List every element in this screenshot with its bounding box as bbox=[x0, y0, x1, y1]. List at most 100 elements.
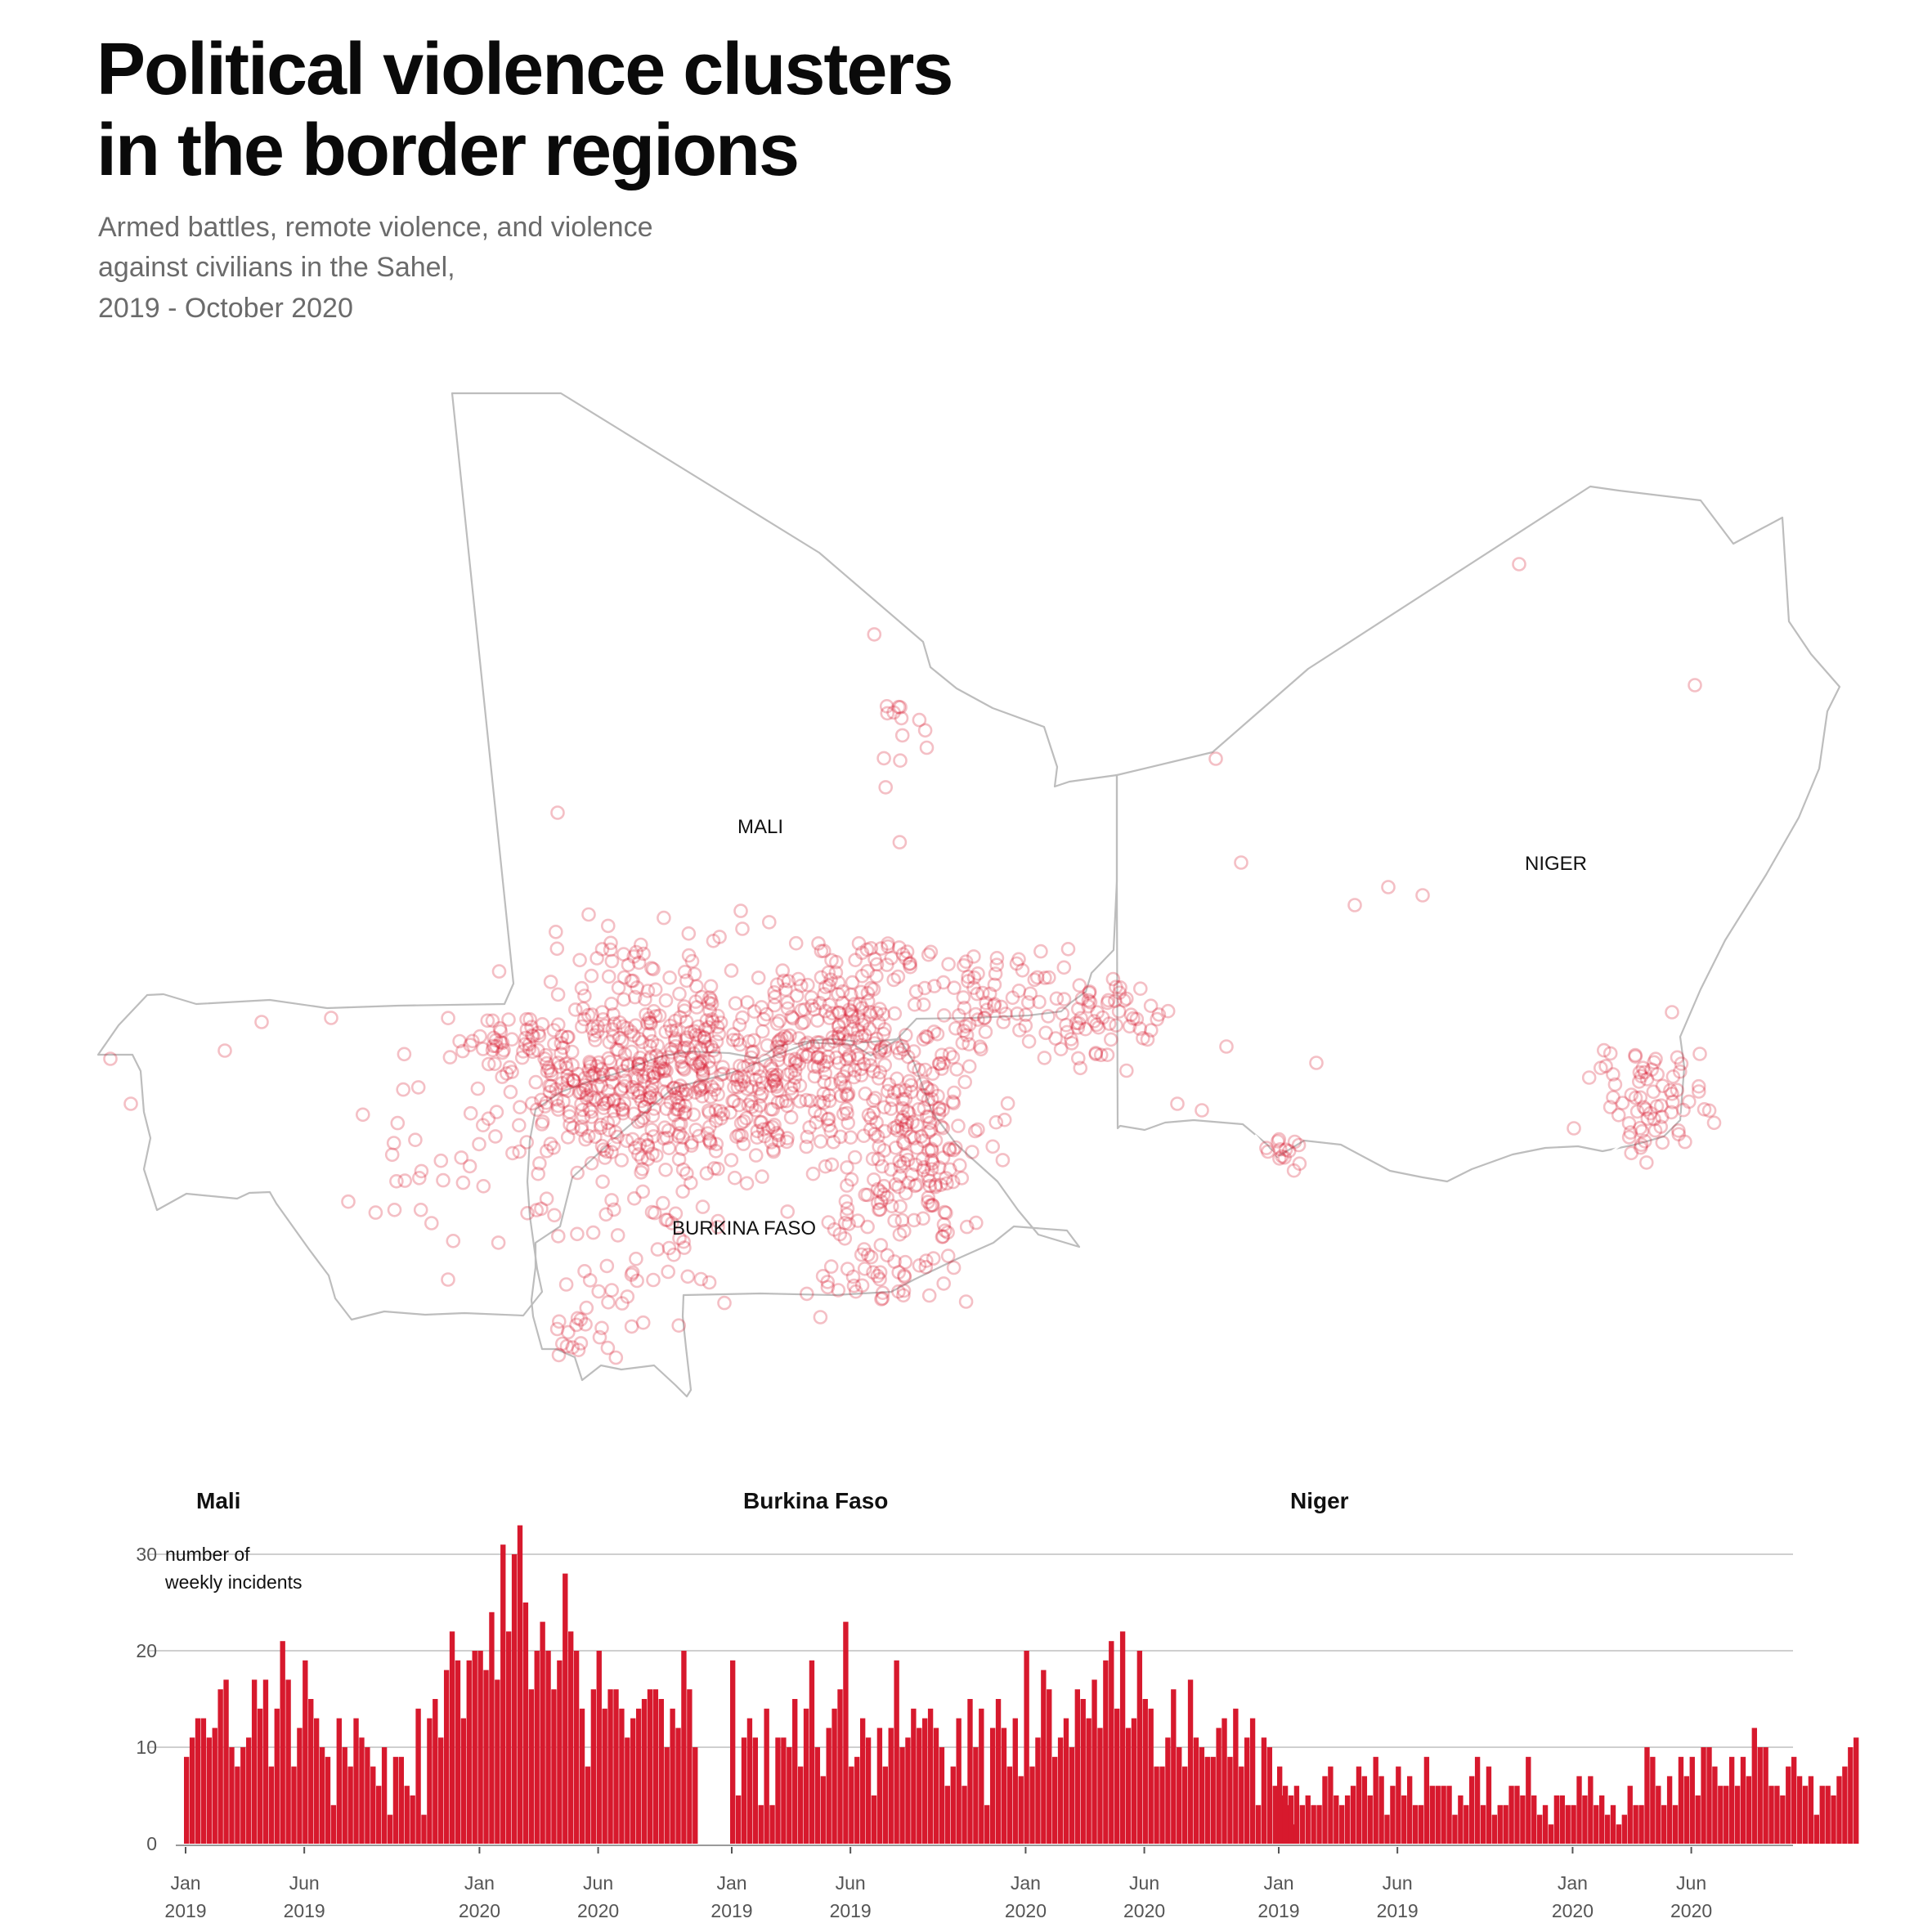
event-marker bbox=[631, 1031, 647, 1047]
event-marker bbox=[396, 1082, 411, 1097]
event-marker bbox=[1060, 1024, 1074, 1040]
event-marker bbox=[1632, 1065, 1647, 1080]
event-marker bbox=[1697, 1102, 1712, 1117]
event-marker bbox=[640, 984, 656, 998]
event-marker bbox=[1629, 1104, 1645, 1119]
bar bbox=[1311, 1804, 1316, 1844]
event-marker bbox=[639, 1092, 655, 1107]
event-marker bbox=[525, 1044, 540, 1060]
bar bbox=[195, 1718, 201, 1844]
event-marker bbox=[624, 1267, 639, 1282]
x-tick-label: 2019 bbox=[830, 1900, 872, 1921]
event-marker bbox=[939, 1205, 953, 1221]
event-marker bbox=[744, 1045, 760, 1060]
bar bbox=[240, 1747, 246, 1844]
bar bbox=[664, 1747, 670, 1844]
event-marker bbox=[691, 1128, 706, 1144]
x-tick-label: 2019 bbox=[284, 1900, 325, 1921]
bar bbox=[1305, 1795, 1311, 1844]
event-marker bbox=[776, 973, 791, 988]
event-marker bbox=[1271, 1134, 1285, 1149]
event-marker bbox=[877, 1022, 892, 1037]
event-marker bbox=[1682, 1094, 1697, 1109]
bar bbox=[787, 1747, 792, 1844]
event-marker bbox=[826, 1135, 841, 1150]
event-marker bbox=[781, 974, 796, 988]
event-marker bbox=[1647, 1055, 1661, 1070]
bar bbox=[353, 1718, 359, 1844]
event-marker bbox=[746, 1033, 761, 1048]
bar bbox=[859, 1718, 866, 1844]
bar bbox=[619, 1708, 625, 1844]
event-marker bbox=[637, 1074, 652, 1088]
event-marker bbox=[900, 1104, 915, 1119]
event-marker bbox=[368, 1205, 383, 1220]
y-axis-label: number of bbox=[165, 1544, 250, 1565]
event-marker bbox=[673, 1049, 688, 1065]
bar bbox=[1249, 1718, 1256, 1844]
bar bbox=[1458, 1795, 1464, 1844]
event-marker bbox=[655, 1195, 670, 1211]
event-marker bbox=[1018, 1018, 1033, 1033]
event-marker bbox=[535, 1017, 550, 1032]
event-marker bbox=[642, 1090, 657, 1105]
event-marker bbox=[841, 1217, 856, 1231]
event-marker bbox=[560, 1029, 575, 1045]
bar bbox=[579, 1708, 585, 1844]
country-outlines bbox=[96, 392, 1841, 1398]
event-marker bbox=[1653, 1119, 1668, 1134]
bar bbox=[1706, 1747, 1712, 1844]
event-marker bbox=[917, 1159, 931, 1175]
x-tick-label: 2020 bbox=[1670, 1900, 1712, 1921]
event-marker bbox=[1655, 1135, 1670, 1150]
event-marker bbox=[761, 915, 777, 930]
x-tick-label: Jun bbox=[1383, 1872, 1413, 1894]
event-marker bbox=[782, 1028, 797, 1043]
event-marker bbox=[638, 992, 652, 1006]
event-marker bbox=[1119, 1063, 1134, 1078]
event-marker bbox=[573, 1312, 589, 1327]
event-marker bbox=[531, 1166, 546, 1181]
bar bbox=[1423, 1756, 1430, 1844]
event-marker bbox=[892, 1227, 908, 1242]
event-marker bbox=[590, 1019, 605, 1034]
event-marker bbox=[861, 1108, 876, 1123]
event-marker bbox=[989, 951, 1005, 966]
bar bbox=[1633, 1804, 1638, 1844]
event-marker bbox=[767, 1073, 782, 1088]
event-marker bbox=[946, 1142, 962, 1158]
event-marker bbox=[921, 1168, 935, 1183]
event-marker bbox=[1219, 1039, 1234, 1054]
event-marker bbox=[729, 1129, 744, 1144]
event-marker bbox=[1594, 1060, 1608, 1075]
event-marker bbox=[706, 1161, 722, 1176]
event-marker bbox=[475, 1042, 491, 1056]
event-marker bbox=[1093, 1047, 1109, 1063]
event-marker bbox=[616, 1102, 630, 1118]
event-marker bbox=[1071, 1015, 1087, 1031]
event-marker bbox=[672, 1230, 687, 1246]
event-marker bbox=[1140, 1032, 1155, 1047]
event-marker bbox=[733, 1115, 749, 1131]
event-marker bbox=[550, 1098, 566, 1114]
event-marker bbox=[921, 947, 936, 962]
event-marker bbox=[702, 1054, 716, 1069]
event-marker bbox=[679, 1030, 695, 1045]
border-lines bbox=[604, 1030, 1685, 1158]
event-marker bbox=[945, 1050, 961, 1065]
event-marker bbox=[613, 1083, 628, 1098]
event-marker bbox=[1122, 1019, 1137, 1034]
event-marker bbox=[877, 1057, 892, 1073]
bar bbox=[1216, 1728, 1222, 1844]
event-marker bbox=[736, 1060, 751, 1075]
event-marker bbox=[677, 999, 692, 1014]
bar bbox=[421, 1814, 427, 1844]
event-marker bbox=[643, 1049, 659, 1065]
event-marker bbox=[844, 1172, 859, 1187]
event-marker bbox=[666, 1080, 682, 1096]
event-marker bbox=[894, 1038, 910, 1054]
event-marker bbox=[630, 1273, 644, 1289]
event-marker bbox=[872, 1139, 886, 1154]
event-marker bbox=[699, 1166, 715, 1181]
bar bbox=[927, 1708, 934, 1844]
